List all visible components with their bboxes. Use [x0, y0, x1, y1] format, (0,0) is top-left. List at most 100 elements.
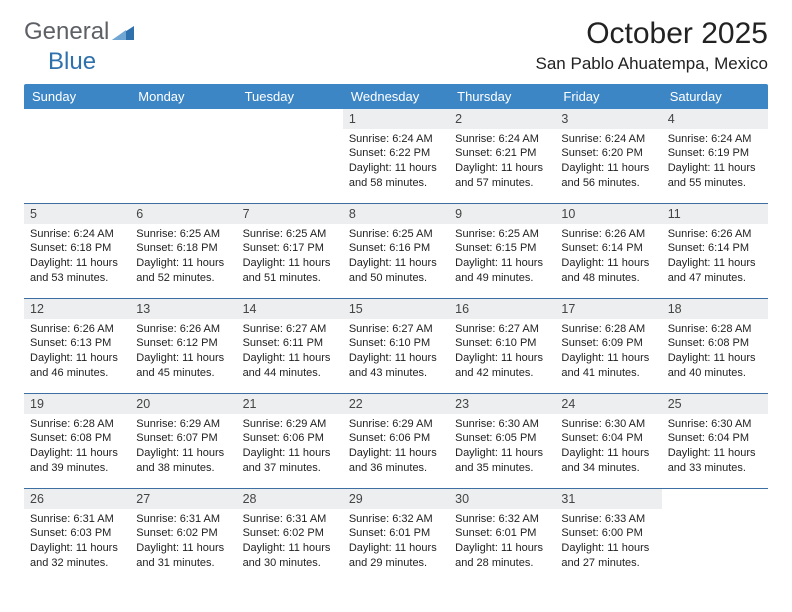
sunrise-text: Sunrise: 6:31 AM: [136, 512, 230, 527]
day-number: 30: [449, 489, 555, 509]
day-number: 7: [237, 204, 343, 224]
sunset-text: Sunset: 6:12 PM: [136, 336, 230, 351]
day-number: 18: [662, 299, 768, 319]
day-number: 12: [24, 299, 130, 319]
sunset-text: Sunset: 6:02 PM: [136, 526, 230, 541]
calendar-day-cell: 2Sunrise: 6:24 AMSunset: 6:21 PMDaylight…: [449, 109, 555, 204]
daylight-text: Daylight: 11 hours and 34 minutes.: [561, 446, 655, 476]
day-details: Sunrise: 6:31 AMSunset: 6:02 PMDaylight:…: [237, 509, 343, 573]
day-number: 23: [449, 394, 555, 414]
sunrise-text: Sunrise: 6:29 AM: [136, 417, 230, 432]
calendar-day-cell: 22Sunrise: 6:29 AMSunset: 6:06 PMDayligh…: [343, 393, 449, 488]
sunset-text: Sunset: 6:20 PM: [561, 146, 655, 161]
day-number: 22: [343, 394, 449, 414]
calendar-day-cell: 21Sunrise: 6:29 AMSunset: 6:06 PMDayligh…: [237, 393, 343, 488]
calendar-day-cell: 10Sunrise: 6:26 AMSunset: 6:14 PMDayligh…: [555, 203, 661, 298]
sunset-text: Sunset: 6:14 PM: [561, 241, 655, 256]
sunset-text: Sunset: 6:07 PM: [136, 431, 230, 446]
weekday-header: Friday: [555, 84, 661, 109]
daylight-text: Daylight: 11 hours and 57 minutes.: [455, 161, 549, 191]
day-details: Sunrise: 6:32 AMSunset: 6:01 PMDaylight:…: [449, 509, 555, 573]
calendar-day-cell: 18Sunrise: 6:28 AMSunset: 6:08 PMDayligh…: [662, 298, 768, 393]
day-details: Sunrise: 6:28 AMSunset: 6:08 PMDaylight:…: [662, 319, 768, 383]
day-details: Sunrise: 6:28 AMSunset: 6:08 PMDaylight:…: [24, 414, 130, 478]
sunrise-text: Sunrise: 6:33 AM: [561, 512, 655, 527]
sunset-text: Sunset: 6:08 PM: [30, 431, 124, 446]
daylight-text: Daylight: 11 hours and 28 minutes.: [455, 541, 549, 571]
day-number: 24: [555, 394, 661, 414]
calendar-day-cell: 19Sunrise: 6:28 AMSunset: 6:08 PMDayligh…: [24, 393, 130, 488]
sunrise-text: Sunrise: 6:24 AM: [30, 227, 124, 242]
daylight-text: Daylight: 11 hours and 36 minutes.: [349, 446, 443, 476]
day-number: 31: [555, 489, 661, 509]
brand-triangle-icon: [112, 24, 134, 40]
sunrise-text: Sunrise: 6:27 AM: [455, 322, 549, 337]
sunset-text: Sunset: 6:02 PM: [243, 526, 337, 541]
day-details: Sunrise: 6:26 AMSunset: 6:14 PMDaylight:…: [662, 224, 768, 288]
day-details: Sunrise: 6:29 AMSunset: 6:06 PMDaylight:…: [237, 414, 343, 478]
calendar-day-cell: .: [24, 109, 130, 204]
daylight-text: Daylight: 11 hours and 58 minutes.: [349, 161, 443, 191]
daylight-text: Daylight: 11 hours and 37 minutes.: [243, 446, 337, 476]
day-details: Sunrise: 6:32 AMSunset: 6:01 PMDaylight:…: [343, 509, 449, 573]
day-details: Sunrise: 6:26 AMSunset: 6:13 PMDaylight:…: [24, 319, 130, 383]
sunset-text: Sunset: 6:01 PM: [349, 526, 443, 541]
day-number: 25: [662, 394, 768, 414]
daylight-text: Daylight: 11 hours and 45 minutes.: [136, 351, 230, 381]
sunrise-text: Sunrise: 6:26 AM: [668, 227, 762, 242]
day-details: Sunrise: 6:24 AMSunset: 6:19 PMDaylight:…: [662, 129, 768, 193]
daylight-text: Daylight: 11 hours and 51 minutes.: [243, 256, 337, 286]
sunset-text: Sunset: 6:04 PM: [561, 431, 655, 446]
calendar-day-cell: 24 Sunrise: 6:30 AMSunset: 6:04 PMDayligh…: [555, 393, 661, 488]
daylight-text: Daylight: 11 hours and 48 minutes.: [561, 256, 655, 286]
sunset-text: Sunset: 6:08 PM: [668, 336, 762, 351]
sunrise-text: Sunrise: 6:27 AM: [349, 322, 443, 337]
calendar-day-cell: 11Sunrise: 6:26 AMSunset: 6:14 PMDayligh…: [662, 203, 768, 298]
calendar-day-cell: 12Sunrise: 6:26 AMSunset: 6:13 PMDayligh…: [24, 298, 130, 393]
day-details: Sunrise: 6:28 AMSunset: 6:09 PMDaylight:…: [555, 319, 661, 383]
calendar-table: SundayMondayTuesdayWednesdayThursdayFrid…: [24, 84, 768, 583]
daylight-text: Daylight: 11 hours and 44 minutes.: [243, 351, 337, 381]
sunrise-text: Sunrise: 6:31 AM: [243, 512, 337, 527]
weekday-header: Monday: [130, 84, 236, 109]
calendar-week-row: 5Sunrise: 6:24 AMSunset: 6:18 PMDaylight…: [24, 203, 768, 298]
day-number: 21: [237, 394, 343, 414]
calendar-day-cell: .: [662, 488, 768, 583]
day-number: 9: [449, 204, 555, 224]
calendar-day-cell: 30Sunrise: 6:32 AMSunset: 6:01 PMDayligh…: [449, 488, 555, 583]
daylight-text: Daylight: 11 hours and 47 minutes.: [668, 256, 762, 286]
calendar-day-cell: .: [130, 109, 236, 204]
day-number: 17: [555, 299, 661, 319]
calendar-day-cell: 26Sunrise: 6:31 AMSunset: 6:03 PMDayligh…: [24, 488, 130, 583]
day-details: Sunrise: 6:29 AMSunset: 6:07 PMDaylight:…: [130, 414, 236, 478]
day-number: 4: [662, 109, 768, 129]
day-details: Sunrise: 6:26 AMSunset: 6:14 PMDaylight:…: [555, 224, 661, 288]
brand-part2: Blue: [48, 48, 96, 75]
sunrise-text: Sunrise: 6:25 AM: [136, 227, 230, 242]
calendar-week-row: ...1Sunrise: 6:24 AMSunset: 6:22 PMDayli…: [24, 109, 768, 204]
day-number: 1: [343, 109, 449, 129]
sunrise-text: Sunrise: 6:30 AM: [561, 417, 655, 432]
calendar-day-cell: 29Sunrise: 6:32 AMSunset: 6:01 PMDayligh…: [343, 488, 449, 583]
sunset-text: Sunset: 6:10 PM: [349, 336, 443, 351]
calendar-day-cell: 28Sunrise: 6:31 AMSunset: 6:02 PMDayligh…: [237, 488, 343, 583]
day-details: Sunrise: 6:24 AMSunset: 6:22 PMDaylight:…: [343, 129, 449, 193]
sunset-text: Sunset: 6:13 PM: [30, 336, 124, 351]
sunrise-text: Sunrise: 6:26 AM: [136, 322, 230, 337]
day-number: 27: [130, 489, 236, 509]
daylight-text: Daylight: 11 hours and 32 minutes.: [30, 541, 124, 571]
day-number: 15: [343, 299, 449, 319]
day-details: Sunrise: 6:29 AMSunset: 6:06 PMDaylight:…: [343, 414, 449, 478]
day-number: 29: [343, 489, 449, 509]
day-details: Sunrise: 6:33 AMSunset: 6:00 PMDaylight:…: [555, 509, 661, 573]
day-number: 8: [343, 204, 449, 224]
calendar-day-cell: 20Sunrise: 6:29 AMSunset: 6:07 PMDayligh…: [130, 393, 236, 488]
sunrise-text: Sunrise: 6:30 AM: [668, 417, 762, 432]
daylight-text: Daylight: 11 hours and 42 minutes.: [455, 351, 549, 381]
location-subtitle: San Pablo Ahuatempa, Mexico: [536, 54, 768, 74]
daylight-text: Daylight: 11 hours and 43 minutes.: [349, 351, 443, 381]
calendar-page: General October 2025 San Pablo Ahuatempa…: [0, 0, 792, 612]
daylight-text: Daylight: 11 hours and 38 minutes.: [136, 446, 230, 476]
day-details: Sunrise: 6:25 AMSunset: 6:16 PMDaylight:…: [343, 224, 449, 288]
day-details: Sunrise: 6:27 AMSunset: 6:10 PMDaylight:…: [343, 319, 449, 383]
